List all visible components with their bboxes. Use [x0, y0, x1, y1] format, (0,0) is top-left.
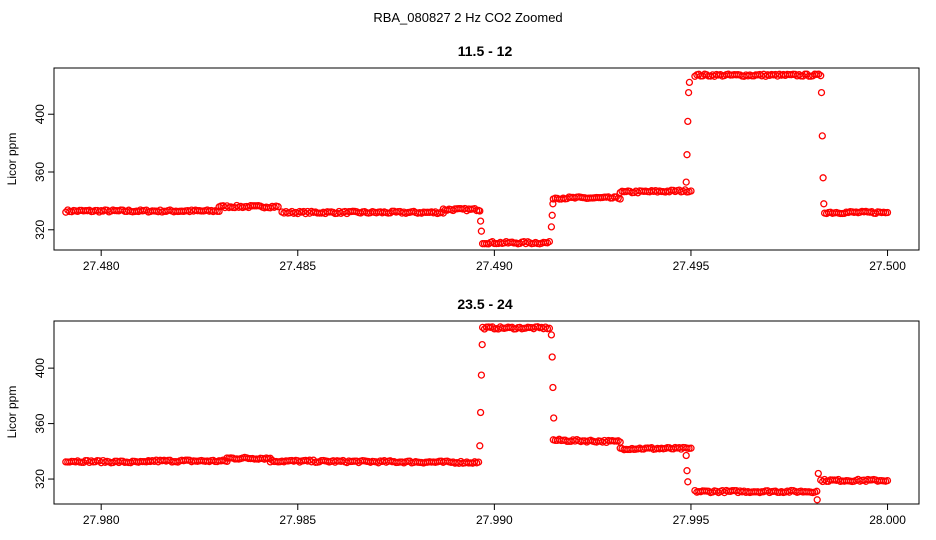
panel-2-x-tick-label: 28.000	[869, 513, 906, 527]
data-point	[549, 200, 557, 208]
data-point	[684, 478, 692, 486]
data-point	[814, 469, 822, 478]
data-point	[476, 207, 484, 215]
data-point	[687, 444, 695, 452]
data-point	[545, 237, 554, 246]
panel-2-y-tick-label: 360	[33, 413, 47, 433]
data-point	[813, 487, 821, 495]
panel-2-x-tick-label: 27.985	[279, 513, 316, 527]
panel-1-y-axis: 320 360 400	[33, 104, 54, 240]
data-point	[813, 496, 821, 504]
data-point	[683, 467, 691, 475]
panel-1-y-axis-label: Licor ppm	[5, 133, 19, 186]
panel-1-y-tick-label: 320	[33, 219, 47, 239]
panel-2-y-axis-label: Licor ppm	[5, 386, 19, 439]
data-point	[474, 458, 483, 466]
data-point	[683, 151, 691, 159]
data-point	[547, 331, 556, 339]
data-point	[541, 323, 550, 331]
data-point	[685, 78, 694, 87]
data-point	[547, 223, 556, 231]
data-point	[548, 353, 556, 361]
data-point	[819, 174, 827, 182]
data-point	[476, 408, 485, 417]
data-point	[274, 203, 282, 211]
panel-1-title: 11.5 - 12	[458, 43, 513, 59]
data-point	[612, 193, 620, 201]
plot-panel-1: 11.5 - 12 Licor ppm 27.480 27.485 27.490 27…	[5, 43, 920, 273]
data-point	[549, 383, 557, 392]
data-point	[477, 227, 486, 235]
panel-2-y-tick-label: 320	[33, 469, 47, 489]
panel-1-x-tick-label: 27.495	[673, 259, 710, 273]
panel-1-x-tick-label: 27.490	[476, 259, 513, 273]
data-point	[883, 208, 892, 217]
panel-1-y-tick-label: 360	[33, 162, 47, 182]
data-point	[476, 442, 484, 450]
data-point	[682, 178, 690, 186]
panel-2-y-tick-label: 400	[33, 358, 47, 378]
panel-1-x-axis: 27.480 27.485 27.490 27.495 27.500	[83, 250, 906, 273]
panel-1-x-tick-label: 27.485	[279, 259, 316, 273]
panel-2-x-tick-label: 27.980	[83, 513, 120, 527]
data-point	[684, 88, 693, 97]
data-point	[684, 117, 692, 126]
data-point	[550, 414, 558, 422]
data-point	[818, 132, 826, 140]
panel-1-x-tick-label: 27.500	[869, 259, 906, 273]
data-point	[817, 88, 826, 97]
data-point	[477, 371, 486, 379]
panel-1-plot-frame	[53, 67, 920, 251]
data-point	[817, 72, 825, 80]
data-point	[476, 217, 485, 225]
panel-2-x-tick-label: 27.990	[476, 513, 513, 527]
data-point	[682, 451, 690, 460]
data-point	[478, 340, 486, 349]
data-point	[687, 187, 695, 195]
data-point	[545, 324, 554, 332]
data-point	[820, 200, 828, 208]
data-point	[883, 476, 892, 485]
panel-1-x-tick-label: 27.480	[83, 259, 120, 273]
data-point	[548, 211, 556, 219]
panel-2-y-axis: 320 360 400	[33, 358, 54, 489]
panel-1-data-points	[62, 70, 892, 248]
plot-panel-2: 23.5 - 24 Licor ppm 27.980 27.985 27.990 27…	[5, 296, 920, 527]
panel-2-data-points	[62, 323, 892, 504]
page-title: RBA_080827 2 Hz CO2 Zoomed	[373, 10, 562, 25]
panel-2-x-axis: 27.980 27.985 27.990 27.995 28.000	[83, 504, 906, 527]
panel-2-title: 23.5 - 24	[457, 296, 512, 312]
panel-1-y-tick-label: 400	[33, 104, 47, 124]
panel-2-x-tick-label: 27.995	[673, 513, 710, 527]
panel-2-plot-frame	[53, 320, 920, 505]
